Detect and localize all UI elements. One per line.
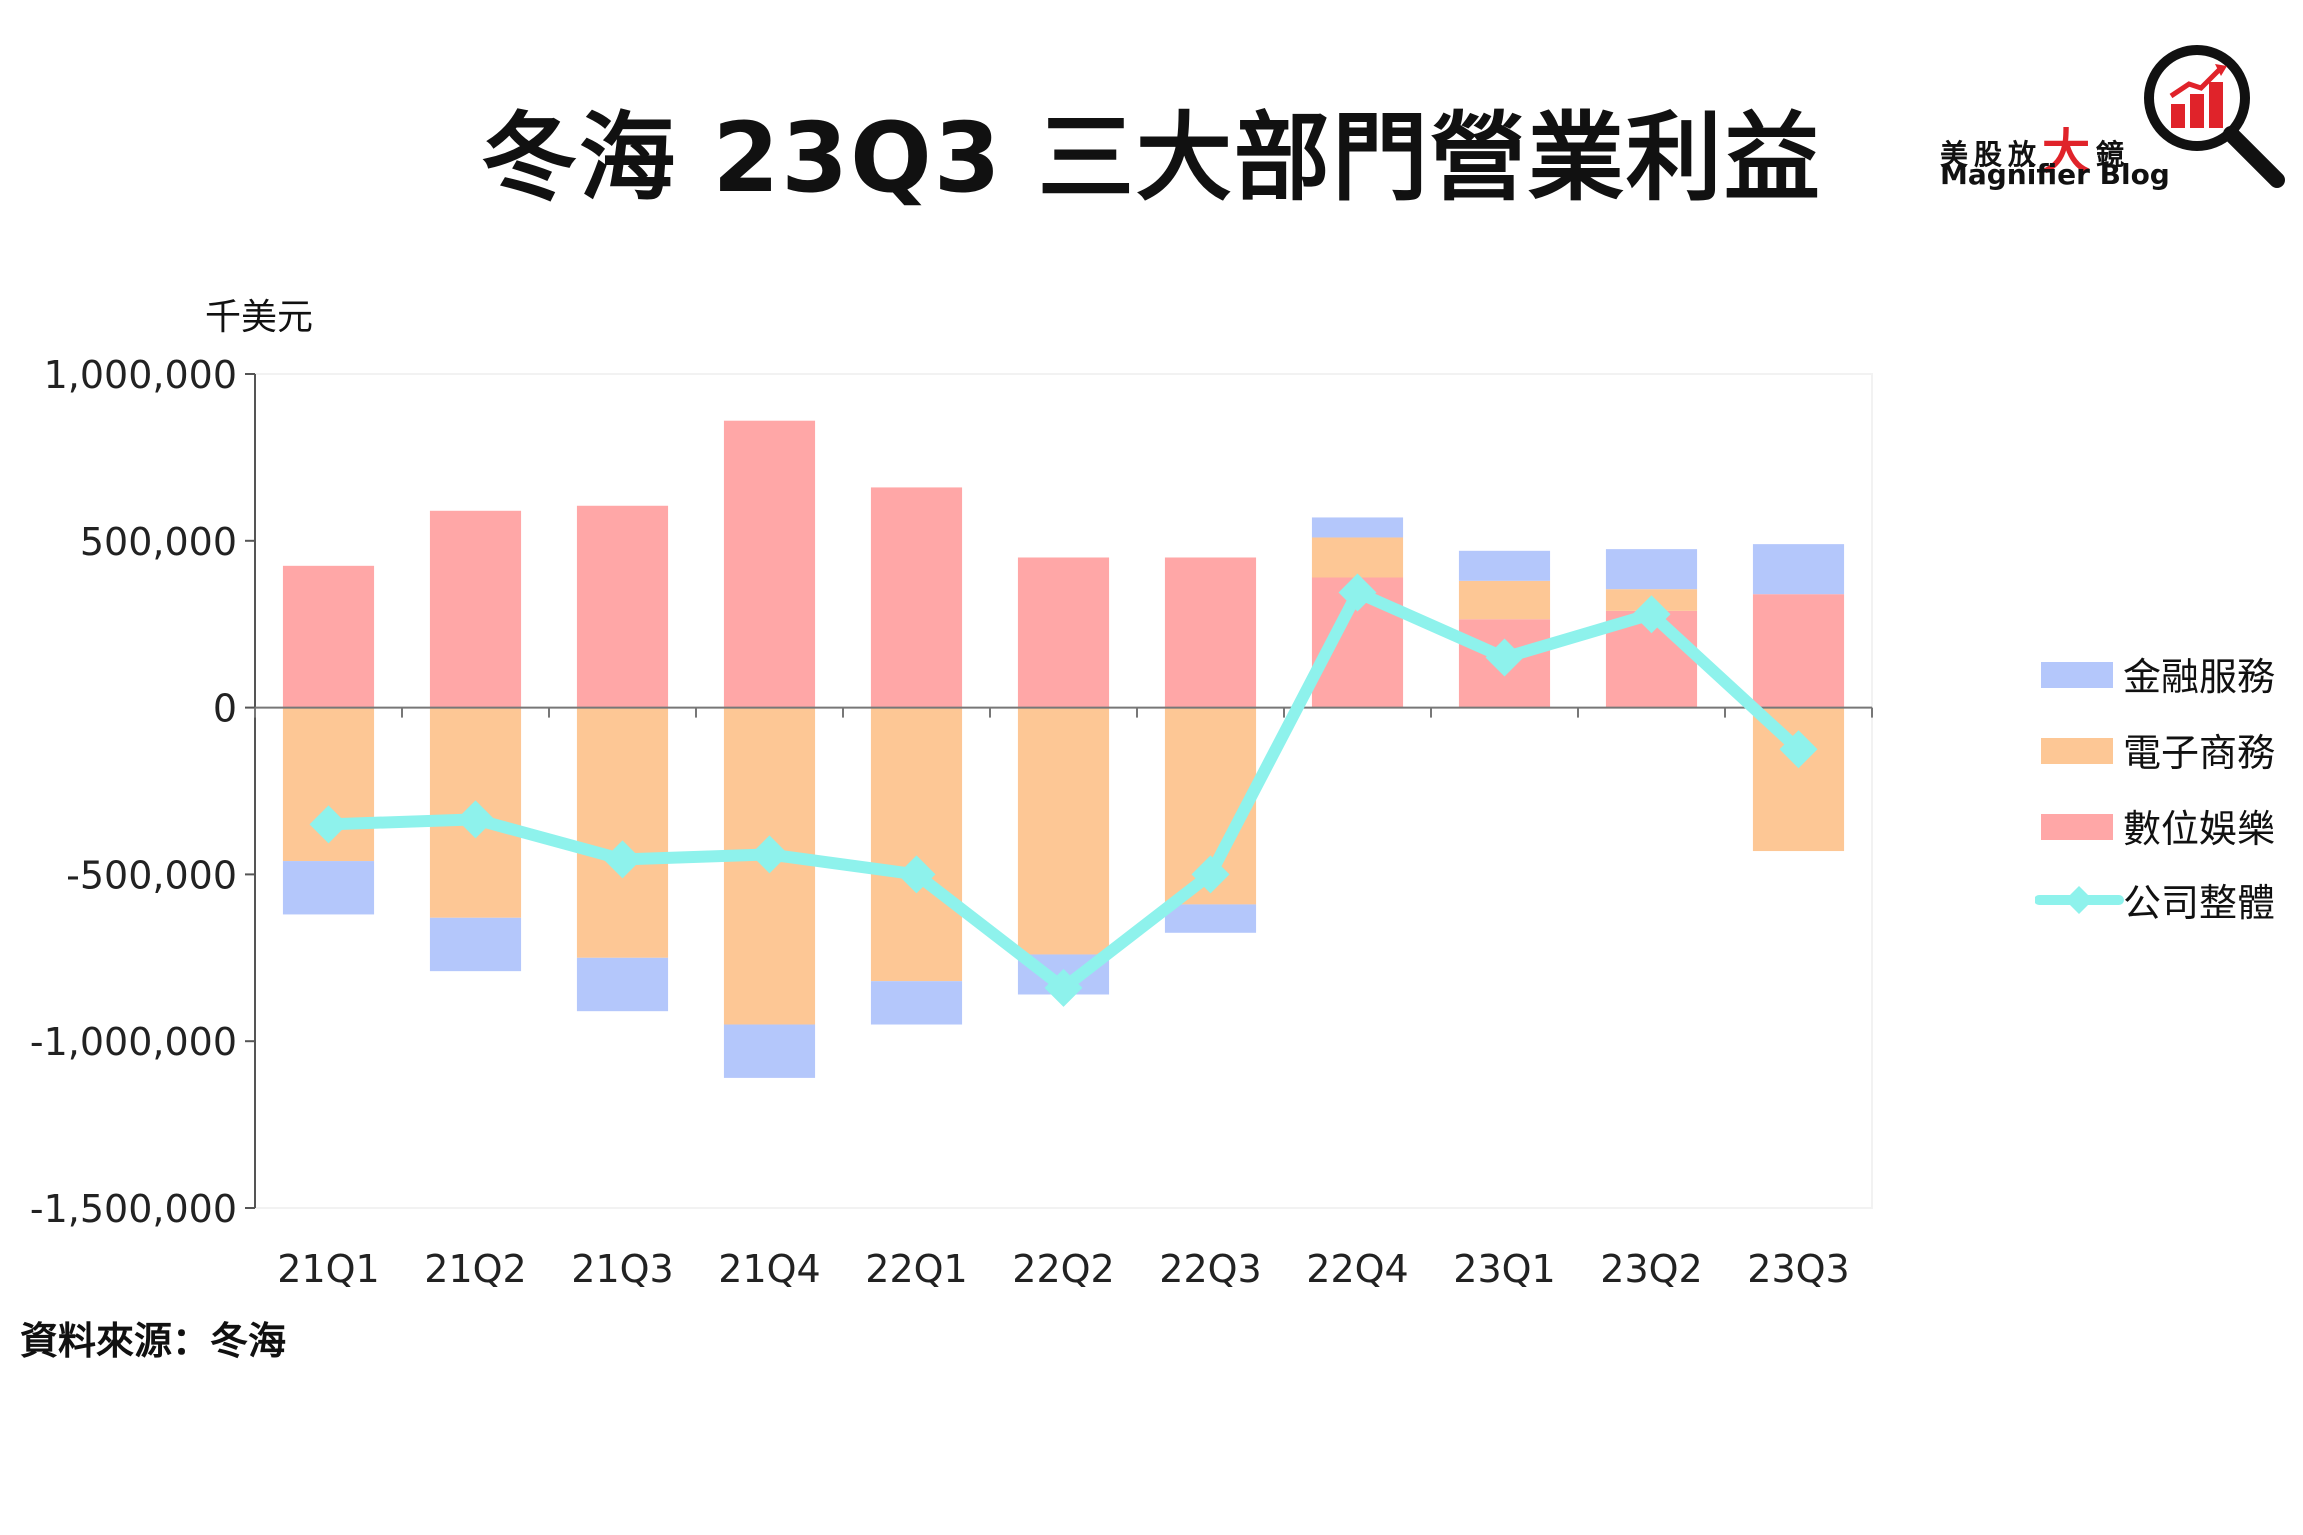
x-tick-label: 21Q4	[718, 1247, 820, 1291]
y-tick-label: -1,500,000	[30, 1187, 237, 1231]
x-tick-label: 21Q3	[571, 1247, 673, 1291]
bar-entertainment-21q4	[723, 420, 816, 708]
y-axis-unit-label: 千美元	[205, 297, 314, 338]
magnifier-blog-logo: 美股放大鏡 Magnifier Blog	[1930, 40, 2300, 200]
y-tick-label: 1,000,000	[44, 353, 237, 397]
bar-ecommerce-22q2	[1017, 707, 1110, 955]
point-total-22q1	[897, 855, 936, 894]
bar-finance-21q2	[429, 917, 522, 972]
legend-swatch-finance	[2041, 662, 2113, 688]
y-tick-label: -1,000,000	[30, 1020, 237, 1064]
logo-chinese-text: 美股放大鏡	[1940, 124, 2131, 180]
bar-ecommerce-23q3	[1752, 707, 1845, 852]
bar-entertainment-22q2	[1017, 557, 1110, 708]
legend-item-entertainment: 數位娛樂	[2035, 792, 2295, 852]
logo-english-text: Magnifier Blog	[1940, 158, 2170, 191]
bar-finance-22q4	[1311, 517, 1404, 538]
bar-entertainment-21q2	[429, 510, 522, 708]
bar-finance-23q2	[1605, 549, 1698, 590]
legend-swatch-ecommerce	[2041, 738, 2113, 764]
bar-entertainment-22q3	[1164, 557, 1257, 708]
y-tick-label: 0	[213, 687, 237, 731]
bar-finance-22q1	[870, 981, 963, 1025]
point-total-21q3	[603, 840, 642, 879]
x-tick-label: 21Q1	[277, 1247, 379, 1291]
y-tick-label: 500,000	[80, 520, 237, 564]
legend-item-ecommerce: 電子商務	[2035, 716, 2295, 776]
x-tick-label: 23Q3	[1747, 1247, 1849, 1291]
legend-label-entertainment: 數位娛樂	[2123, 807, 2276, 851]
legend-label-total: 公司整體	[2123, 881, 2276, 925]
bar-finance-23q1	[1458, 550, 1551, 581]
bar-ecommerce-22q4	[1311, 537, 1404, 578]
y-tick-label: -500,000	[66, 853, 237, 897]
x-tick-label: 22Q3	[1159, 1247, 1261, 1291]
legend-item-total: 公司整體	[2035, 866, 2295, 926]
bar-finance-23q3	[1752, 544, 1845, 595]
point-total-23q1	[1485, 638, 1524, 677]
legend-line-marker-total	[2035, 886, 2124, 914]
magnifier-chart-icon	[2144, 45, 2285, 188]
point-total-22q4	[1338, 573, 1377, 612]
point-total-21q2	[456, 800, 495, 839]
x-tick-label: 21Q2	[424, 1247, 526, 1291]
legend-item-finance: 金融服務	[2035, 640, 2295, 700]
point-total-22q3	[1191, 855, 1230, 894]
legend-label-ecommerce: 電子商務	[2123, 731, 2276, 775]
bar-ecommerce-22q1	[870, 707, 963, 982]
point-total-23q3	[1779, 730, 1818, 769]
bar-finance-21q3	[576, 957, 669, 1012]
point-total-21q4	[750, 835, 789, 874]
legend-swatch-entertainment	[2041, 814, 2113, 840]
x-tick-label: 22Q1	[865, 1247, 967, 1291]
bar-entertainment-21q1	[282, 565, 375, 708]
bar-entertainment-23q3	[1752, 594, 1845, 708]
bar-ecommerce-23q1	[1458, 580, 1551, 620]
source-note: 資料來源：冬海	[20, 1319, 287, 1363]
x-tick-label: 23Q1	[1453, 1247, 1555, 1291]
x-tick-label: 22Q2	[1012, 1247, 1114, 1291]
legend-label-finance: 金融服務	[2123, 655, 2276, 699]
point-total-21q1	[309, 805, 348, 844]
point-total-22q2	[1044, 968, 1083, 1007]
chart-title: 冬海 23Q3 三大部門營業利益	[481, 102, 1822, 214]
bar-entertainment-21q3	[576, 505, 669, 708]
x-tick-label: 23Q2	[1600, 1247, 1702, 1291]
bar-entertainment-22q1	[870, 487, 963, 708]
bar-finance-21q1	[282, 861, 375, 915]
bar-finance-22q3	[1164, 904, 1257, 933]
bar-ecommerce-21q3	[576, 707, 669, 958]
bar-finance-21q4	[723, 1024, 816, 1078]
point-total-23q2	[1632, 595, 1671, 634]
x-tick-label: 22Q4	[1306, 1247, 1408, 1291]
